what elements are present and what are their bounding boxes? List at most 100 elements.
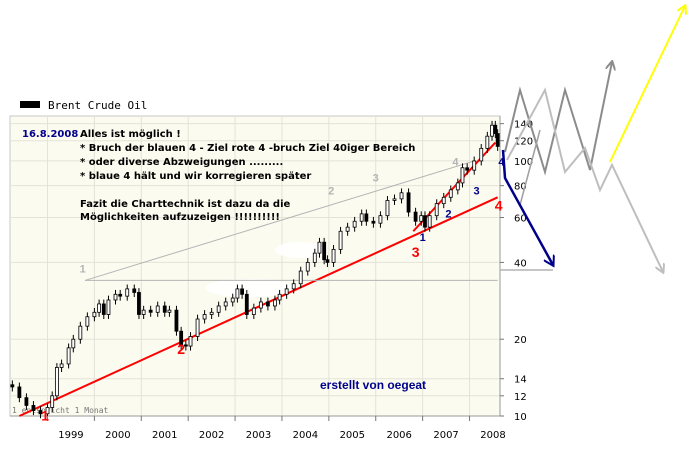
trendline-grey-resistance xyxy=(84,160,475,281)
price-candle xyxy=(345,226,350,232)
x-tick-label: 2008 xyxy=(480,430,505,441)
price-candle xyxy=(155,305,160,313)
wave-labels: 1 2 3 4 1 2 3 4 1 2 3 4 xyxy=(41,156,505,423)
price-candle xyxy=(59,363,64,368)
note-line-3: * oder diverse Abzweigungen ......... xyxy=(80,157,283,168)
price-candle xyxy=(423,215,427,228)
projection-dark-grey xyxy=(504,62,612,176)
wave-label: 4 xyxy=(452,156,459,168)
price-candle xyxy=(174,309,179,332)
price-candle xyxy=(38,410,43,415)
price-candle xyxy=(291,283,296,290)
plot-area xyxy=(9,115,501,417)
price-candle xyxy=(455,182,460,191)
price-candle xyxy=(338,230,343,250)
x-tick-label: 2003 xyxy=(246,430,271,441)
projection-scenarios xyxy=(500,6,685,272)
price-candle xyxy=(495,133,500,147)
price-candle xyxy=(118,293,123,297)
projection-yellow xyxy=(609,6,685,163)
note-line-4: * blaue 4 hält und wir korregieren späte… xyxy=(80,171,311,182)
price-candle xyxy=(92,311,97,318)
wave-label: 2 xyxy=(445,209,451,221)
price-candle xyxy=(258,301,263,309)
y-tick-label: 120 xyxy=(514,137,533,148)
price-candle xyxy=(472,160,477,171)
price-candle xyxy=(24,397,29,406)
price-candle xyxy=(399,192,404,200)
price-candle xyxy=(202,314,207,320)
note-line-5: Fazit die Charttechnik ist dazu da die xyxy=(80,199,291,210)
y-tick-label: 60 xyxy=(514,214,527,225)
price-candle xyxy=(265,301,270,307)
price-candle xyxy=(188,336,193,347)
x-tick-label: 1999 xyxy=(58,430,83,441)
price-candle xyxy=(244,293,249,315)
y-tick-label: 20 xyxy=(514,335,527,346)
wave-label: 1 xyxy=(41,408,49,424)
x-tick-label: 2004 xyxy=(293,430,318,441)
y-tick-label: 14 xyxy=(514,375,527,386)
price-candle xyxy=(427,215,432,228)
trendline-red-support xyxy=(18,196,499,417)
price-candle xyxy=(465,167,470,171)
projection-light-grey xyxy=(506,87,663,272)
price-candle xyxy=(406,192,411,213)
wave-label: 2 xyxy=(328,185,334,197)
price-candle xyxy=(273,299,277,307)
price-candle xyxy=(235,288,240,299)
white-patch xyxy=(275,242,325,258)
price-candle xyxy=(385,200,390,217)
price-candle xyxy=(78,325,83,340)
price-candle xyxy=(485,135,490,149)
price-candle xyxy=(85,316,90,327)
white-patch xyxy=(205,279,295,297)
price-candle xyxy=(66,347,71,365)
price-candle xyxy=(493,124,498,134)
wave-label: 3 xyxy=(412,244,420,260)
price-candle xyxy=(441,196,446,205)
price-candle xyxy=(240,288,245,295)
signature: erstellt von oegeat xyxy=(320,378,426,392)
price-candle xyxy=(106,299,111,315)
x-tick-label: 2005 xyxy=(340,430,365,441)
x-axis-ticks: 1999 2000 2001 2002 2003 2004 2005 2006 2007 2008 xyxy=(47,416,506,441)
x-tick-label: 2001 xyxy=(152,430,177,441)
price-candle xyxy=(216,305,221,313)
price-candle xyxy=(167,309,172,313)
projection-navy xyxy=(501,149,553,265)
price-candle xyxy=(45,407,50,415)
wave-label: 1 xyxy=(80,264,86,276)
wave-label: 2 xyxy=(177,341,185,357)
wave-label: 3 xyxy=(373,173,379,185)
price-candle xyxy=(10,384,15,388)
x-tick-label: 2002 xyxy=(199,430,224,441)
y-tick-label: 140 xyxy=(514,120,533,131)
price-candle xyxy=(448,189,453,198)
x-tick-label: 2007 xyxy=(433,430,458,441)
price-candle xyxy=(359,213,364,222)
price-candle xyxy=(298,270,303,285)
footer-note: 1 entspricht 1 Monat xyxy=(12,406,109,415)
price-candle xyxy=(392,198,397,201)
projection-mid-grey xyxy=(519,129,541,206)
price-candle xyxy=(132,288,137,293)
price-candle xyxy=(413,211,418,222)
price-candle xyxy=(113,293,118,301)
price-candle xyxy=(179,330,184,346)
wave-label: 4 xyxy=(498,156,505,168)
legend-swatch xyxy=(20,101,40,108)
price-candle xyxy=(317,241,322,254)
price-candle xyxy=(209,311,214,315)
price-candle xyxy=(378,215,383,224)
price-candle xyxy=(490,124,494,137)
wave-label: 1 xyxy=(420,232,426,244)
price-candle xyxy=(162,305,167,313)
price-candle xyxy=(312,252,317,263)
price-candle xyxy=(325,259,330,263)
price-candle xyxy=(352,220,357,228)
price-series xyxy=(10,120,500,419)
note-line-2: * Bruch der blauen 4 - Ziel rote 4 -bruc… xyxy=(80,143,415,154)
price-candle xyxy=(419,215,424,222)
price-candle xyxy=(54,367,59,397)
